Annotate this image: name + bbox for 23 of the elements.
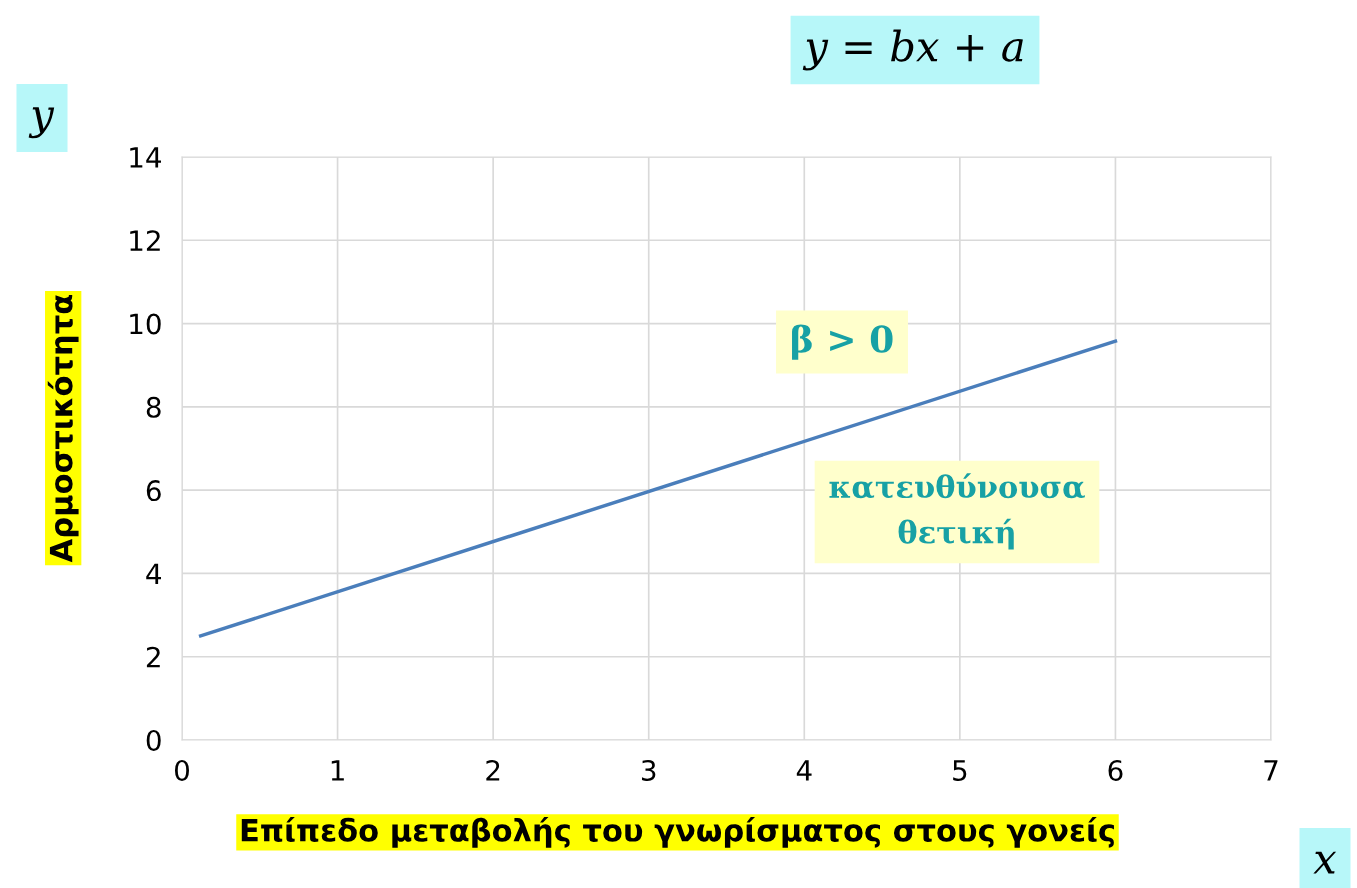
y-tick-label: 2 <box>146 646 160 668</box>
x-tick-label: 0 <box>174 759 189 781</box>
y-tick-label: 6 <box>146 480 161 502</box>
y-tick-label: 12 <box>130 230 160 251</box>
x-axis-title: Επίπεδο μεταβολής του γνωρίσματος στους γονείς <box>241 816 1114 848</box>
x-tick-label: 5 <box>953 760 967 781</box>
x-tick-label: 3 <box>642 759 656 781</box>
x-tick-label: 7 <box>1264 760 1278 781</box>
text: x <box>1313 851 1337 874</box>
x-tick-label: 1 <box>331 760 344 781</box>
y-tick-label: 4 <box>146 563 161 584</box>
y-axis-title: Αρμοστικότητα <box>47 295 79 563</box>
y-tick-label: 14 <box>130 147 161 168</box>
x-tick-label: 6 <box>1108 759 1123 781</box>
annotation: β > 0 <box>792 324 893 360</box>
x-tick-label: 2 <box>486 759 500 781</box>
text: y = bx + a <box>802 29 1023 71</box>
y-tick-label: 10 <box>130 313 161 335</box>
y-tick-label: 0 <box>146 729 161 751</box>
x-tick-label: 4 <box>796 760 812 781</box>
y-tick-label: 8 <box>146 396 161 418</box>
annotation: κατευθύνουσα θετική <box>829 473 1085 550</box>
text: y <box>28 107 55 139</box>
